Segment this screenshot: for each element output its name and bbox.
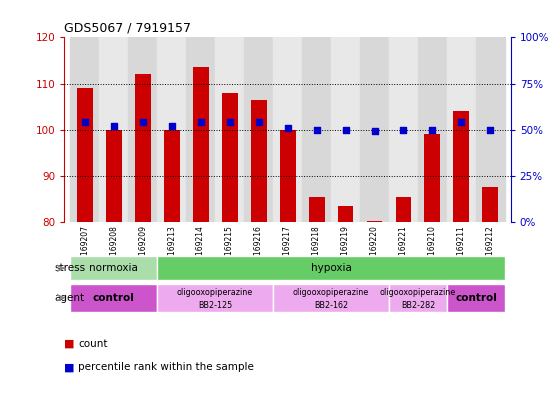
Bar — [331, 37, 360, 222]
Bar — [186, 37, 215, 222]
Bar — [389, 284, 447, 312]
Text: normoxia: normoxia — [89, 263, 138, 273]
Bar — [447, 284, 505, 312]
Bar — [106, 130, 122, 222]
Text: control: control — [93, 293, 134, 303]
Point — [428, 127, 437, 133]
Point — [486, 127, 495, 133]
Point — [225, 119, 234, 125]
Bar — [99, 37, 128, 222]
Text: ■: ■ — [64, 339, 75, 349]
Bar — [128, 37, 157, 222]
Point — [109, 123, 118, 129]
Bar — [360, 37, 389, 222]
Bar — [418, 37, 447, 222]
Bar — [70, 284, 157, 312]
Text: GDS5067 / 7919157: GDS5067 / 7919157 — [64, 22, 192, 35]
Text: oligooxopiperazine: oligooxopiperazine — [177, 288, 253, 297]
Point — [138, 119, 147, 125]
Text: ■: ■ — [64, 362, 75, 373]
Point — [341, 127, 350, 133]
Point — [457, 119, 466, 125]
Bar — [70, 37, 99, 222]
Bar — [164, 130, 180, 222]
Bar — [273, 284, 389, 312]
Bar — [222, 93, 237, 222]
Text: oligooxopiperazine: oligooxopiperazine — [380, 288, 456, 297]
Point — [167, 123, 176, 129]
Point — [312, 127, 321, 133]
Bar — [483, 187, 498, 222]
Bar — [395, 196, 412, 222]
Bar — [215, 37, 244, 222]
Bar — [273, 37, 302, 222]
Bar — [447, 37, 476, 222]
Bar — [367, 221, 382, 222]
Point — [80, 119, 89, 125]
Point — [254, 119, 263, 125]
Text: oligooxopiperazine: oligooxopiperazine — [293, 288, 369, 297]
Bar — [157, 37, 186, 222]
Point — [399, 127, 408, 133]
Text: BB2-282: BB2-282 — [401, 301, 435, 310]
Bar — [338, 206, 353, 222]
Point — [370, 127, 379, 134]
Bar — [424, 134, 440, 222]
Text: stress: stress — [54, 263, 85, 273]
Text: count: count — [78, 339, 108, 349]
Bar — [157, 284, 273, 312]
Bar — [77, 88, 92, 222]
Text: BB2-162: BB2-162 — [314, 301, 348, 310]
Bar — [389, 37, 418, 222]
Bar — [454, 111, 469, 222]
Text: BB2-125: BB2-125 — [198, 301, 232, 310]
Text: agent: agent — [54, 293, 85, 303]
Bar — [244, 37, 273, 222]
Bar — [309, 196, 324, 222]
Bar — [135, 74, 151, 222]
Text: hypoxia: hypoxia — [311, 263, 352, 273]
Bar — [476, 37, 505, 222]
Bar — [302, 37, 331, 222]
Bar — [251, 100, 267, 222]
Bar — [157, 256, 505, 281]
Bar — [193, 67, 208, 222]
Point — [196, 119, 205, 125]
Point — [283, 125, 292, 131]
Text: control: control — [455, 293, 497, 303]
Bar — [70, 256, 157, 281]
Text: percentile rank within the sample: percentile rank within the sample — [78, 362, 254, 373]
Bar — [279, 130, 296, 222]
